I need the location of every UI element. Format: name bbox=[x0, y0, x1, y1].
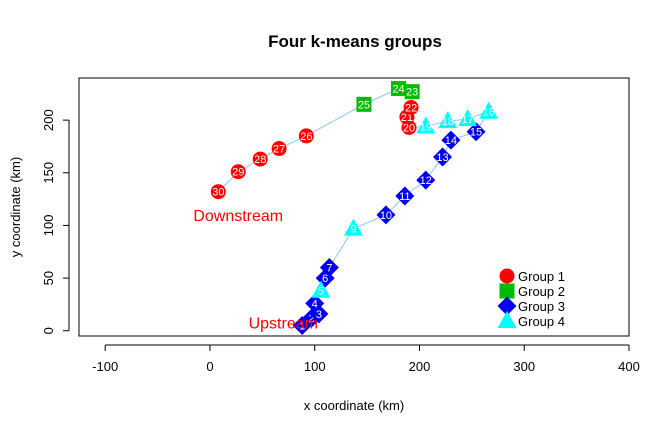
point-label: 16 bbox=[482, 107, 494, 119]
point-label: 15 bbox=[470, 127, 482, 139]
point-group-4 bbox=[416, 116, 436, 134]
point-label: 12 bbox=[420, 175, 432, 187]
point-label: 27 bbox=[273, 144, 285, 156]
y-tick-label: 200 bbox=[41, 109, 56, 131]
annotation: Upstream bbox=[249, 315, 318, 332]
x-tick-label: 300 bbox=[513, 359, 535, 374]
point-label: 28 bbox=[254, 154, 266, 166]
point-group-3 bbox=[305, 293, 325, 313]
point-label: 4 bbox=[312, 298, 318, 310]
point-group-2 bbox=[356, 96, 372, 112]
chart-title: Four k-means groups bbox=[268, 32, 442, 51]
point-label: 22 bbox=[405, 102, 417, 114]
legend-label: Group 2 bbox=[518, 284, 565, 299]
legend-marker-1 bbox=[499, 268, 515, 284]
point-label: 30 bbox=[212, 187, 224, 199]
legend-label: Group 1 bbox=[518, 269, 565, 284]
point-group-1 bbox=[271, 141, 287, 157]
y-axis: 0 50 100 150 200 bbox=[41, 109, 70, 334]
point-label: 19 bbox=[420, 121, 432, 133]
point-label: 26 bbox=[300, 131, 312, 143]
point-label: 9 bbox=[350, 224, 356, 236]
point-group-1 bbox=[298, 128, 314, 144]
point-label: 1 bbox=[299, 320, 305, 332]
point-label: 20 bbox=[403, 122, 415, 134]
point-group-3 bbox=[441, 130, 461, 150]
point-label: 2 bbox=[309, 313, 315, 325]
point-group-3 bbox=[416, 170, 436, 190]
point-group-3 bbox=[319, 258, 339, 278]
y-tick-label: 150 bbox=[41, 162, 56, 184]
point-label: 21 bbox=[401, 112, 413, 124]
point-group-1 bbox=[230, 164, 246, 180]
point-group-4 bbox=[343, 218, 363, 236]
point-group-1 bbox=[210, 184, 226, 200]
x-axis-label: x coordinate (km) bbox=[304, 398, 404, 413]
point-label: 3 bbox=[316, 309, 322, 321]
point-label: 18 bbox=[442, 116, 454, 128]
point-group-4 bbox=[311, 280, 331, 298]
x-tick-label: 100 bbox=[304, 359, 326, 374]
point-group-4 bbox=[438, 111, 458, 129]
point-group-2 bbox=[404, 84, 420, 100]
point-label: 6 bbox=[322, 273, 328, 285]
point-label: 17 bbox=[462, 114, 474, 126]
point-label: 7 bbox=[326, 263, 332, 275]
point-group-3 bbox=[376, 205, 396, 225]
point-label: 24 bbox=[392, 84, 404, 96]
legend-marker-4 bbox=[497, 311, 517, 328]
annotation: Downstream bbox=[193, 208, 283, 225]
point-label: 11 bbox=[399, 191, 410, 203]
point-group-1 bbox=[252, 151, 268, 167]
point-group-3 bbox=[433, 147, 453, 167]
x-tick-label: -100 bbox=[92, 359, 118, 374]
point-group-4 bbox=[458, 109, 478, 127]
point-label: 5 bbox=[318, 286, 324, 298]
legend-marker-2 bbox=[499, 283, 515, 299]
y-tick-label: 100 bbox=[41, 215, 56, 237]
point-label: 23 bbox=[406, 87, 418, 99]
x-tick-label: 400 bbox=[618, 359, 640, 374]
legend-label: Group 4 bbox=[518, 314, 565, 329]
point-label: 13 bbox=[436, 152, 448, 164]
x-axis: -100 0 100 200 300 400 bbox=[92, 344, 640, 374]
point-label: 14 bbox=[445, 135, 457, 147]
y-axis-label: y coordinate (km) bbox=[8, 157, 23, 257]
point-label: 29 bbox=[232, 167, 244, 179]
point-group-3 bbox=[395, 186, 415, 206]
point-group-3 bbox=[466, 122, 486, 142]
point-label: 10 bbox=[380, 210, 392, 222]
x-tick-label: 0 bbox=[206, 359, 213, 374]
y-tick-label: 0 bbox=[41, 327, 56, 334]
legend-marker-3 bbox=[497, 296, 517, 316]
y-tick-label: 50 bbox=[41, 271, 56, 285]
point-group-1 bbox=[403, 99, 419, 115]
point-group-4 bbox=[479, 101, 499, 119]
plot-frame bbox=[78, 77, 630, 337]
point-group-2 bbox=[391, 81, 407, 97]
annotations: Downstream Upstream bbox=[193, 208, 318, 332]
point-label: 25 bbox=[358, 99, 370, 111]
x-tick-label: 200 bbox=[409, 359, 431, 374]
legend-label: Group 3 bbox=[518, 299, 565, 314]
